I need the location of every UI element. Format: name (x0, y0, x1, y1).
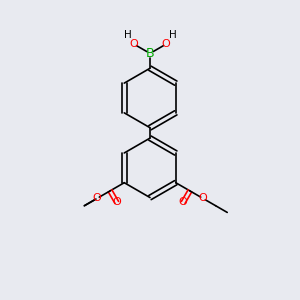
Text: B: B (146, 47, 154, 60)
Text: O: O (93, 193, 102, 203)
Text: O: O (179, 197, 188, 208)
Text: O: O (198, 193, 207, 203)
Text: O: O (162, 39, 170, 49)
Text: O: O (112, 197, 121, 208)
Text: H: H (169, 30, 176, 40)
Text: O: O (130, 39, 138, 49)
Text: H: H (124, 30, 131, 40)
